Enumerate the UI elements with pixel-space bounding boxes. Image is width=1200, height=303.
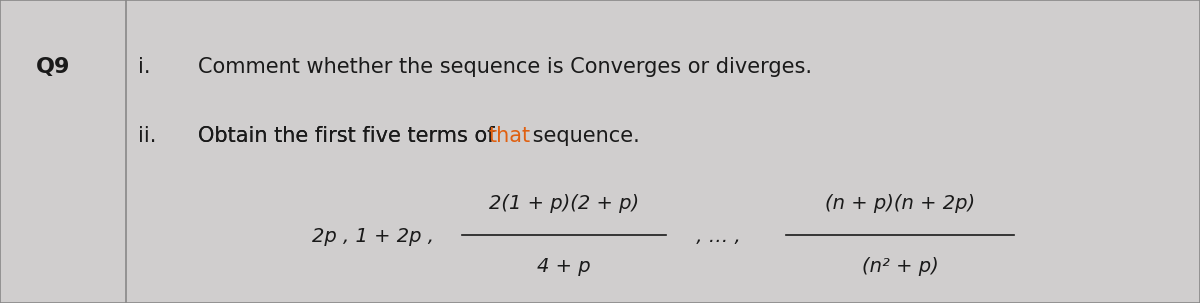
Text: (n + p)(n + 2p): (n + p)(n + 2p) <box>824 194 976 212</box>
Text: Obtain the first five terms of: Obtain the first five terms of <box>198 126 502 146</box>
Text: (n² + p): (n² + p) <box>862 257 938 276</box>
Text: sequence.: sequence. <box>526 126 640 146</box>
Text: 2p , 1 + 2p ,: 2p , 1 + 2p , <box>312 227 434 246</box>
Text: 2(1 + p)(2 + p): 2(1 + p)(2 + p) <box>488 194 640 212</box>
Text: 4 + p: 4 + p <box>538 257 590 276</box>
Text: Comment whether the sequence is Converges or diverges.: Comment whether the sequence is Converge… <box>198 57 812 77</box>
Text: ii.: ii. <box>138 126 156 146</box>
Text: Obtain the first five terms of: Obtain the first five terms of <box>198 126 502 146</box>
Text: Q9: Q9 <box>36 57 71 77</box>
Text: that: that <box>488 126 530 146</box>
Text: i.: i. <box>138 57 150 77</box>
Text: , … ,: , … , <box>690 227 740 246</box>
